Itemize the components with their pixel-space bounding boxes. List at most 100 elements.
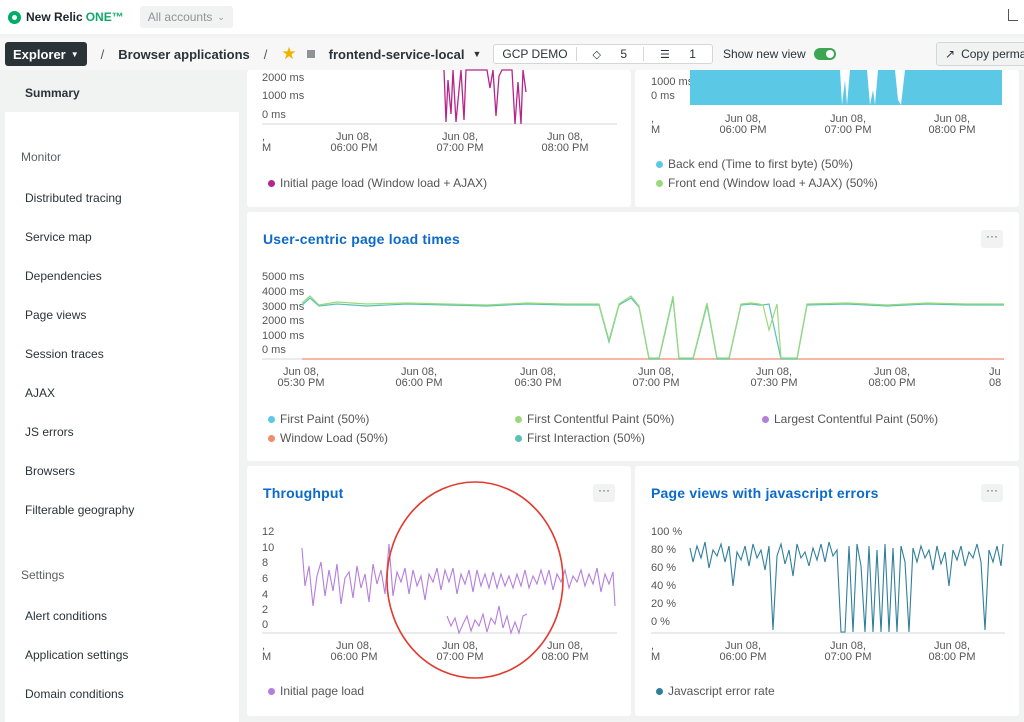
legend-dot — [268, 415, 275, 423]
y-tick: 1000 ms — [262, 90, 305, 102]
x-tick: Jun 08, 06:00 PM — [395, 366, 443, 389]
legend-item[interactable]: Javascript error rate — [656, 684, 775, 698]
x-tick: Jun 08, 06:30 PM — [514, 366, 562, 389]
x-tick: Jun 08, 08:00 PM — [541, 131, 589, 154]
breadcrumb-bar: Explorer ▼ / Browser applications / ★ fr… — [0, 38, 1024, 70]
legend-label: Largest Contentful Paint (50%) — [774, 412, 939, 426]
sidebar-item-domain-conditions[interactable]: Domain conditions — [25, 687, 124, 701]
more-options-button[interactable]: ··· — [593, 484, 615, 502]
sidebar-heading-settings: Settings — [21, 568, 65, 582]
sidebar-item-service-map[interactable]: Service map — [25, 230, 92, 244]
y-tick: 20 % — [651, 598, 677, 610]
tag-count: ◇ 5 — [577, 47, 644, 61]
legend-dot — [656, 687, 663, 695]
y-tick: 80 % — [651, 544, 677, 556]
card-title: Page views with javascript errors — [651, 485, 879, 501]
y-tick: 100 % — [651, 526, 683, 538]
sidebar-item-session-traces[interactable]: Session traces — [25, 347, 104, 361]
legend-dot — [515, 434, 522, 442]
y-tick: 10 — [262, 542, 275, 554]
browser-page-load-time-card: 1000 ms 0 ms , M Jun 08, 06:00 PM Jun 08… — [635, 70, 1019, 207]
breadcrumb-separator: / — [100, 46, 105, 62]
new-relic-logo[interactable]: New Relic ONE™ — [8, 10, 124, 24]
y-tick: 60 % — [651, 562, 677, 574]
share-icon: ↗ — [945, 47, 956, 61]
page-load-area-plot — [690, 70, 1002, 105]
sidebar-item-page-views[interactable]: Page views — [25, 308, 87, 322]
x-tick: Jun 08, 06:00 PM — [330, 131, 378, 154]
sidebar-item-js-errors[interactable]: JS errors — [25, 425, 74, 439]
more-options-button[interactable]: ··· — [981, 230, 1003, 248]
accounts-dropdown[interactable]: All accounts ⌄ — [139, 6, 233, 28]
copy-permalink-button[interactable]: ↗ Copy perma — [936, 42, 1024, 66]
legend-item[interactable]: Largest Contentful Paint (50%) — [762, 412, 938, 426]
breadcrumb-browser-applications[interactable]: Browser applications — [118, 46, 250, 62]
legend-dot — [515, 415, 522, 423]
legend-label: Initial page load (Window load + AJAX) — [280, 176, 488, 190]
back-end-area — [690, 70, 1002, 105]
breadcrumb-separator: / — [263, 46, 268, 62]
initial-page-load-dip — [446, 605, 528, 635]
user-centric-page-load-card: User-centric page load times ··· 5000 ms… — [247, 212, 1019, 461]
chevron-down-icon[interactable]: ▼ — [472, 49, 482, 59]
legend-item[interactable]: Initial page load (Window load + AJAX) — [268, 176, 487, 190]
sidebar-item-browsers[interactable]: Browsers — [25, 464, 76, 478]
sidebar-item-filterable-geography[interactable]: Filterable geography — [25, 503, 135, 517]
x-tick: Jun 08, 07:00 PM — [436, 131, 484, 154]
legend-item[interactable]: Window Load (50%) — [268, 431, 388, 445]
throughput-card: Throughput ··· 12 10 8 6 4 2 0 , M Jun 0… — [247, 466, 631, 716]
y-tick: 0 % — [651, 616, 670, 628]
app-name: frontend-service-local — [328, 46, 465, 62]
more-options-button[interactable]: ··· — [981, 484, 1003, 502]
top-bar: New Relic ONE™ All accounts ⌄ — [0, 0, 1024, 34]
y-tick: 1000 ms — [651, 76, 694, 88]
legend-item[interactable]: Back end (Time to first byte) (50%) — [656, 157, 853, 171]
sidebar-item-summary[interactable]: Summary — [25, 86, 80, 100]
y-tick: 0 ms — [651, 90, 675, 102]
legend-item[interactable]: First Interaction (50%) — [515, 431, 645, 445]
show-new-view-toggle[interactable] — [813, 48, 836, 60]
legend-item[interactable]: First Contentful Paint (50%) — [515, 412, 674, 426]
account-tag: GCP DEMO — [502, 47, 568, 61]
legend-label: First Interaction (50%) — [527, 431, 646, 445]
throughput-plot — [262, 481, 617, 679]
new-relic-logo-icon — [8, 10, 21, 24]
js-error-rate-line — [689, 541, 1004, 633]
x-tick: Jun 08, 08:00 PM — [541, 640, 589, 663]
first-interaction-line — [301, 297, 1004, 360]
initial-page-load-card: 2000 ms 1000 ms 0 ms , M Jun 08, 06:00 P… — [247, 69, 631, 207]
chart-icon[interactable] — [1008, 9, 1018, 21]
legend-dot — [762, 415, 769, 423]
js-error-rate-plot — [651, 541, 1005, 634]
favorite-star-icon[interactable]: ★ — [281, 44, 297, 63]
legend-item[interactable]: First Paint (50%) — [268, 412, 369, 426]
legend-label: Front end (Window load + AJAX) (50%) — [668, 176, 878, 190]
sidebar-item-dependencies[interactable]: Dependencies — [25, 269, 102, 283]
card-title: User-centric page load times — [263, 231, 460, 247]
initial-page-load-line — [301, 543, 616, 607]
x-tick: Jun 08, 07:00 PM — [436, 640, 484, 663]
legend-label: Javascript error rate — [668, 684, 775, 698]
chevron-down-icon: ⌄ — [217, 11, 225, 22]
legend-label: First Paint (50%) — [280, 412, 370, 426]
x-tick: , M — [262, 131, 272, 154]
user-centric-plot — [262, 295, 1004, 360]
legend-item[interactable]: Front end (Window load + AJAX) (50%) — [656, 176, 878, 190]
sidebar-item-application-settings[interactable]: Application settings — [25, 648, 129, 662]
y-tick: 12 — [262, 526, 275, 538]
explorer-button[interactable]: Explorer ▼ — [5, 42, 87, 66]
y-tick: 8 — [262, 557, 269, 569]
x-tick: Jun 08, 06:00 PM — [719, 640, 767, 663]
divider — [575, 47, 577, 61]
sidebar-active-bg — [5, 72, 239, 112]
entity-tags[interactable]: GCP DEMO ◇ 5 ☰ 1 — [493, 44, 713, 64]
legend-item[interactable]: Initial page load — [268, 684, 364, 698]
copy-permalink-label: Copy perma — [961, 47, 1024, 61]
sidebar-item-distributed-tracing[interactable]: Distributed tracing — [25, 191, 122, 205]
explorer-label: Explorer — [13, 46, 66, 62]
sidebar-item-alert-conditions[interactable]: Alert conditions — [25, 609, 108, 623]
sidebar-item-ajax[interactable]: AJAX — [25, 386, 56, 400]
y-tick: 2000 ms — [262, 315, 305, 327]
legend-dot — [656, 160, 663, 168]
sidebar: Summary Monitor Distributed tracing Serv… — [5, 72, 239, 722]
